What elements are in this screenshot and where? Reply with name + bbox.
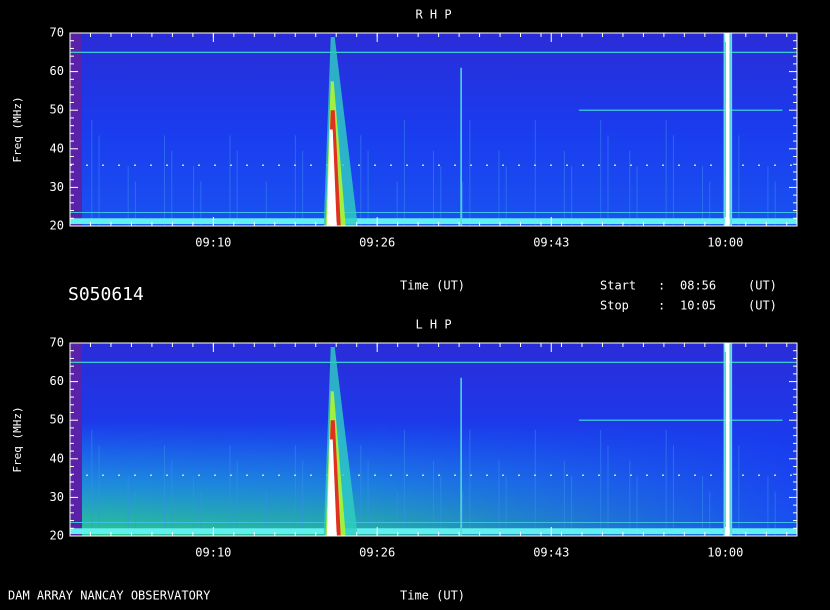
interference-band bbox=[725, 33, 730, 226]
panel-title: L H P bbox=[415, 318, 451, 332]
stop-time: 10:05 bbox=[680, 299, 716, 313]
y-tick-label: 20 bbox=[50, 219, 64, 233]
interference-band bbox=[730, 33, 733, 226]
x-tick-label: 09:10 bbox=[195, 546, 231, 560]
y-tick-label: 20 bbox=[50, 529, 64, 543]
interference-band bbox=[723, 343, 726, 536]
x-tick-label: 09:43 bbox=[533, 546, 569, 560]
x-tick-label: 09:43 bbox=[533, 236, 569, 250]
start-time: 08:56 bbox=[680, 279, 716, 293]
separator: : bbox=[658, 299, 665, 313]
spectrum-edge bbox=[70, 343, 82, 536]
y-tick-label: 30 bbox=[50, 490, 64, 504]
x-axis-label: Time (UT) bbox=[400, 279, 465, 293]
unit: (UT) bbox=[748, 299, 777, 313]
interference-band bbox=[725, 343, 730, 536]
footer: DAM ARRAY NANCAY OBSERVATORY bbox=[8, 589, 211, 603]
y-tick-label: 60 bbox=[50, 64, 64, 78]
separator: : bbox=[658, 279, 665, 293]
y-tick-label: 50 bbox=[50, 103, 64, 117]
y-tick-label: 30 bbox=[50, 180, 64, 194]
y-tick-label: 60 bbox=[50, 374, 64, 388]
y-tick-label: 40 bbox=[50, 141, 64, 155]
plot-frame bbox=[69, 342, 798, 537]
event-id: S050614 bbox=[68, 284, 144, 305]
x-tick-label: 10:00 bbox=[707, 236, 743, 250]
spectrum-band bbox=[70, 218, 797, 225]
spectrum-edge bbox=[70, 33, 82, 226]
burst bbox=[326, 439, 337, 536]
interference-band bbox=[730, 343, 733, 536]
y-axis-label: Freq (MHz) bbox=[11, 96, 24, 162]
spectrum-band bbox=[70, 528, 797, 535]
stop-label: Stop bbox=[600, 299, 629, 313]
x-axis-label: Time (UT) bbox=[400, 589, 465, 603]
panel-title: R H P bbox=[415, 8, 451, 22]
y-tick-label: 40 bbox=[50, 451, 64, 465]
plot-frame bbox=[69, 32, 798, 227]
y-tick-label: 70 bbox=[50, 336, 64, 350]
y-tick-label: 70 bbox=[50, 26, 64, 40]
unit: (UT) bbox=[748, 279, 777, 293]
x-tick-label: 09:26 bbox=[359, 546, 395, 560]
y-tick-label: 50 bbox=[50, 413, 64, 427]
start-label: Start bbox=[600, 279, 636, 293]
x-tick-label: 09:26 bbox=[359, 236, 395, 250]
x-tick-label: 09:10 bbox=[195, 236, 231, 250]
y-axis-label: Freq (MHz) bbox=[11, 406, 24, 472]
burst bbox=[326, 129, 337, 226]
low-band-glow bbox=[82, 420, 797, 536]
x-tick-label: 10:00 bbox=[707, 546, 743, 560]
interference-band bbox=[723, 33, 726, 226]
